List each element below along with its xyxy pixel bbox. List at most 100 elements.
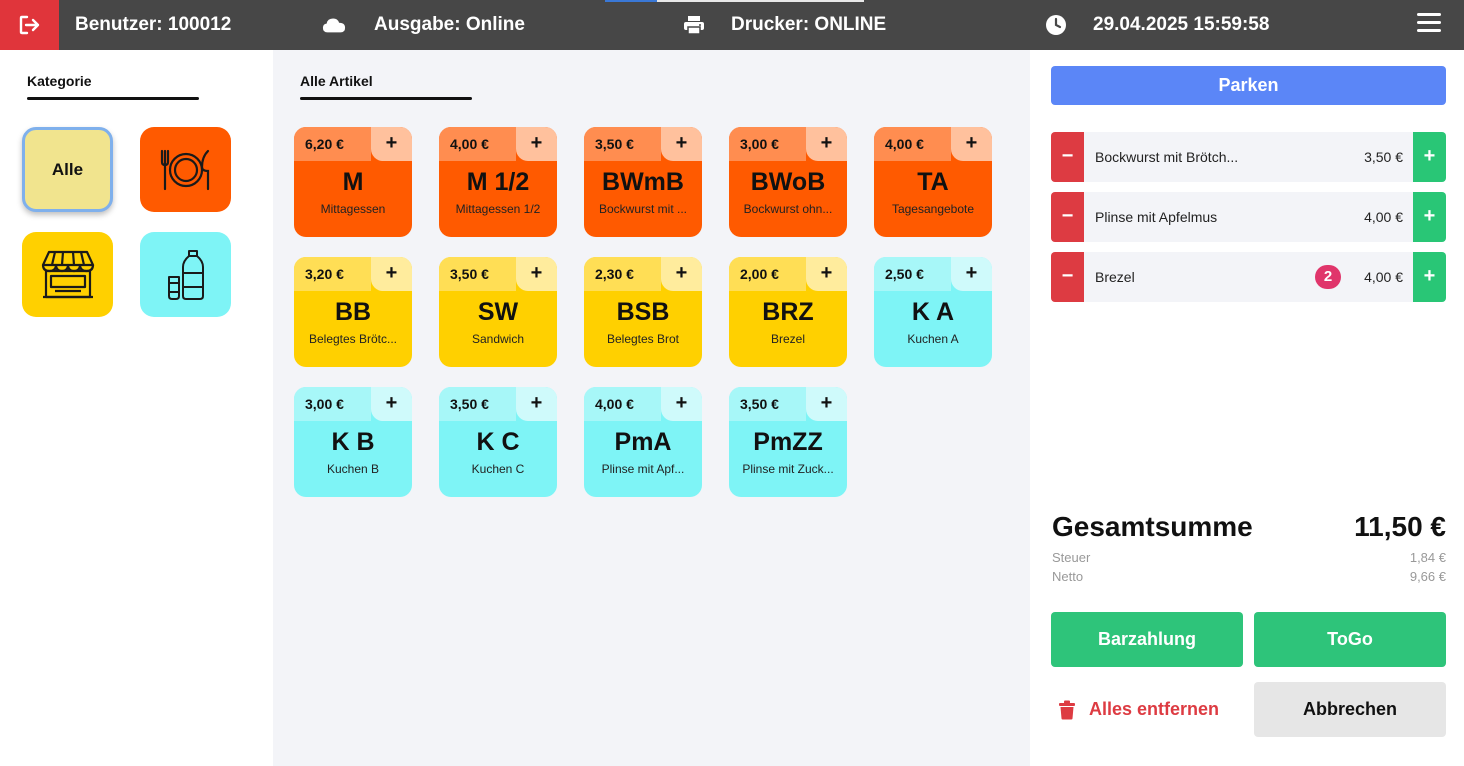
articles-title-underline	[300, 97, 472, 100]
cart-item-name: Bockwurst mit Brötch...	[1095, 149, 1239, 165]
shop-icon	[41, 250, 94, 298]
article-price: 2,00 €	[729, 257, 806, 291]
article-price: 6,20 €	[294, 127, 371, 161]
article-code: TA	[917, 168, 949, 196]
article-tile[interactable]: 4,00 € + M 1/2 Mittagessen 1/2	[439, 127, 557, 237]
cart-item-name: Brezel	[1095, 269, 1135, 285]
datetime: 29.04.2025 15:59:58	[1093, 14, 1270, 35]
article-tile[interactable]: 3,50 € + BWmB Bockwurst mit ...	[584, 127, 702, 237]
logout-button[interactable]	[0, 0, 59, 50]
add-article-button[interactable]: +	[806, 387, 847, 421]
status-indicator	[605, 0, 657, 2]
article-code: BWoB	[750, 168, 826, 196]
article-name: Sandwich	[471, 332, 525, 346]
add-article-button[interactable]: +	[661, 387, 702, 421]
togo-button[interactable]: ToGo	[1254, 612, 1446, 667]
output-status: Ausgabe: Online	[374, 14, 525, 35]
cart-item: − Plinse mit Apfelmus 4,00 € +	[1051, 192, 1446, 242]
category-drinks[interactable]	[140, 232, 231, 317]
article-tile[interactable]: 3,00 € + BWoB Bockwurst ohn...	[729, 127, 847, 237]
article-price: 3,20 €	[294, 257, 371, 291]
article-code: K A	[911, 298, 955, 326]
category-shop[interactable]	[22, 232, 113, 317]
article-price: 3,00 €	[294, 387, 371, 421]
total-value: 11,50 €	[1354, 511, 1446, 542]
article-name: Mittagessen	[320, 202, 386, 216]
article-tile[interactable]: 2,50 € + K A Kuchen A	[874, 257, 992, 367]
article-name: Bockwurst ohn...	[743, 202, 833, 216]
printer-status: Drucker: ONLINE	[731, 14, 887, 35]
add-article-button[interactable]: +	[516, 127, 557, 161]
article-price: 3,00 €	[729, 127, 806, 161]
top-bar: Benutzer: 100012 Ausgabe: Online Drucker…	[0, 0, 1464, 50]
trash-icon	[1058, 700, 1076, 720]
cart-item: − Brezel 2 4,00 € +	[1051, 252, 1446, 302]
add-article-button[interactable]: +	[951, 257, 992, 291]
article-price: 4,00 €	[584, 387, 661, 421]
article-name: Kuchen B	[326, 462, 380, 476]
plate-cutlery-icon	[160, 149, 209, 190]
article-tile[interactable]: 3,00 € + K B Kuchen B	[294, 387, 412, 497]
article-code: M 1/2	[466, 168, 530, 196]
article-tile[interactable]: 4,00 € + PmA Plinse mit Apf...	[584, 387, 702, 497]
add-article-button[interactable]: +	[371, 127, 412, 161]
article-code: PmA	[614, 428, 672, 456]
increase-quantity-button[interactable]: +	[1413, 252, 1446, 302]
decrease-quantity-button[interactable]: −	[1051, 132, 1084, 182]
article-price: 4,00 €	[874, 127, 951, 161]
article-tile[interactable]: 6,20 € + M Mittagessen	[294, 127, 412, 237]
clock-icon	[1044, 13, 1068, 37]
cash-payment-button[interactable]: Barzahlung	[1051, 612, 1243, 667]
category-all[interactable]: Alle	[22, 127, 113, 212]
add-article-button[interactable]: +	[516, 387, 557, 421]
article-name: Bockwurst mit ...	[598, 202, 687, 216]
article-code: M	[342, 168, 364, 196]
cart-item-price: 4,00 €	[1364, 209, 1403, 225]
article-price: 2,30 €	[584, 257, 661, 291]
category-all-label: Alle	[51, 159, 84, 179]
category-food[interactable]	[140, 127, 231, 212]
article-code: PmZZ	[753, 428, 823, 456]
article-tile[interactable]: 4,00 € + TA Tagesangebote	[874, 127, 992, 237]
cart-item: − Bockwurst mit Brötch... 3,50 € +	[1051, 132, 1446, 182]
total-label: Gesamtsumme	[1052, 511, 1253, 542]
category-title-underline	[27, 97, 199, 100]
article-code: BB	[334, 298, 372, 326]
cancel-button[interactable]: Abbrechen	[1254, 682, 1446, 737]
logout-icon	[19, 15, 39, 35]
add-article-button[interactable]: +	[806, 127, 847, 161]
cart-item-price: 4,00 €	[1364, 269, 1403, 285]
remove-all-button[interactable]: Alles entfernen	[1058, 682, 1244, 737]
article-code: SW	[477, 298, 519, 326]
article-tile[interactable]: 3,50 € + K C Kuchen C	[439, 387, 557, 497]
add-article-button[interactable]: +	[661, 127, 702, 161]
decrease-quantity-button[interactable]: −	[1051, 252, 1084, 302]
article-price: 2,50 €	[874, 257, 951, 291]
add-article-button[interactable]: +	[806, 257, 847, 291]
article-tile[interactable]: 2,00 € + BRZ Brezel	[729, 257, 847, 367]
net-label: Netto	[1052, 569, 1084, 584]
add-article-button[interactable]: +	[661, 257, 702, 291]
increase-quantity-button[interactable]: +	[1413, 132, 1446, 182]
tax-value: 1,84 €	[1409, 550, 1446, 565]
add-article-button[interactable]: +	[371, 257, 412, 291]
menu-icon[interactable]	[1417, 13, 1441, 37]
article-tile[interactable]: 3,50 € + SW Sandwich	[439, 257, 557, 367]
article-tile[interactable]: 3,20 € + BB Belegtes Brötc...	[294, 257, 412, 367]
article-name: Kuchen C	[471, 462, 525, 476]
tax-label: Steuer	[1052, 550, 1091, 565]
user-label: Benutzer: 100012	[75, 14, 232, 35]
park-button[interactable]: Parken	[1051, 66, 1446, 105]
article-tile[interactable]: 3,50 € + PmZZ Plinse mit Zuck...	[729, 387, 847, 497]
article-price: 3,50 €	[439, 257, 516, 291]
article-tile[interactable]: 2,30 € + BSB Belegtes Brot	[584, 257, 702, 367]
increase-quantity-button[interactable]: +	[1413, 192, 1446, 242]
add-article-button[interactable]: +	[951, 127, 992, 161]
articles-title: Alle Artikel	[300, 73, 373, 89]
add-article-button[interactable]: +	[371, 387, 412, 421]
decrease-quantity-button[interactable]: −	[1051, 192, 1084, 242]
article-code: BWmB	[602, 168, 684, 196]
quantity-badge: 2	[1315, 265, 1341, 289]
add-article-button[interactable]: +	[516, 257, 557, 291]
category-title: Kategorie	[27, 73, 92, 89]
